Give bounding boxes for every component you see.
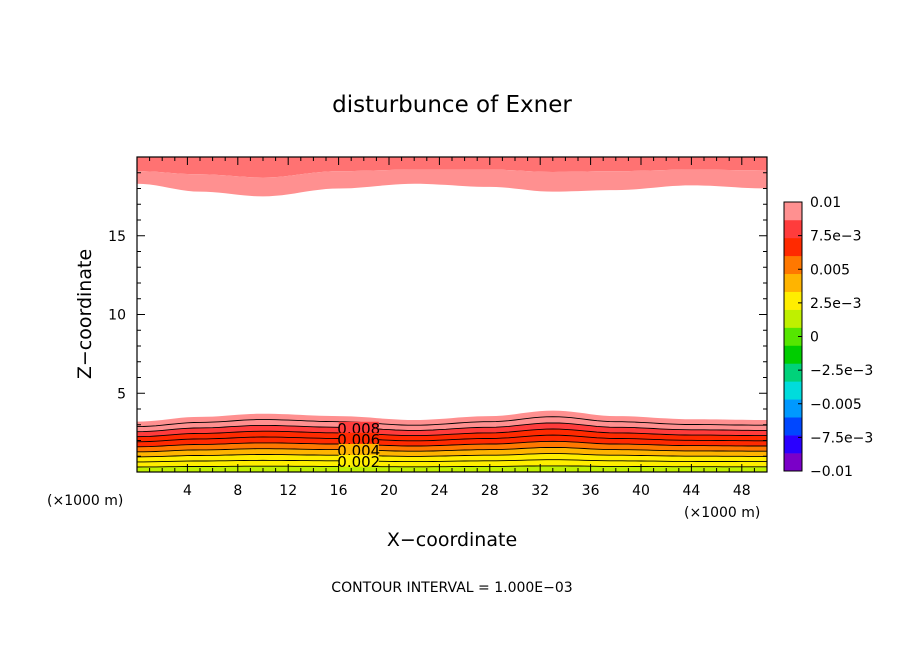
- x-unit-left-label: (×1000 m): [47, 493, 123, 509]
- colorbar-segment: [784, 291, 802, 310]
- contour-interval-note: CONTOUR INTERVAL = 1.000E−03: [331, 580, 572, 596]
- colorbar-segment: [784, 453, 802, 472]
- x-tick-label: 12: [279, 483, 297, 499]
- colorbar-segment: [784, 273, 802, 292]
- x-tick-label: 24: [430, 483, 448, 499]
- x-unit-right-label: (×1000 m): [684, 505, 760, 521]
- colorbar-segment: [784, 381, 802, 400]
- contour-line: [137, 446, 767, 453]
- colorbar-tick-label: −2.5e−3: [810, 363, 873, 379]
- colorbar-segment: [784, 202, 802, 221]
- colorbar-tick-label: −7.5e−3: [810, 430, 873, 446]
- upper-band-inner-fill: [137, 169, 767, 197]
- colorbar-segment: [784, 327, 802, 346]
- contour-line: [136, 453, 767, 458]
- x-tick-label: 36: [582, 483, 600, 499]
- x-tick-label: 20: [380, 483, 398, 499]
- colorbar-tick-label: 0: [810, 330, 819, 346]
- contour-line: [136, 416, 767, 428]
- x-axis-label: X−coordinate: [387, 529, 517, 551]
- y-tick-label: 5: [117, 386, 126, 402]
- y-tick-label: 15: [108, 229, 126, 245]
- colorbar-tick-label: −0.005: [810, 397, 862, 413]
- contour-label-bg: [338, 432, 379, 445]
- colorbar-segment: [784, 309, 802, 328]
- colorbar-tick-label: 2.5e−3: [810, 296, 862, 312]
- x-tick-label: 16: [330, 483, 348, 499]
- colorbar-segment: [784, 255, 802, 275]
- contour-line: [136, 428, 767, 438]
- y-axis-ticks: 5 10 15: [108, 172, 767, 457]
- contour-line: [136, 434, 767, 443]
- colorbar-tick-label: −0.01: [810, 464, 853, 480]
- contour-label-bg: [338, 443, 379, 456]
- chart-title: disturbunce of Exner: [332, 92, 572, 118]
- x-tick-label: 40: [632, 483, 650, 499]
- x-tick-label: 8: [233, 483, 242, 499]
- x-tick-label: 28: [481, 483, 499, 499]
- contour-line: [137, 459, 767, 463]
- colorbar: 0.01 7.5e−3 0.005 2.5e−3 0 −2.5e−3 −0.005 −7.5e…: [783, 195, 873, 480]
- contour-line: [136, 465, 767, 468]
- colorbar-segment: [784, 237, 802, 257]
- x-axis-ticks: 4 8 12 16 20 24 28 32 36 40 44 48: [149, 157, 755, 499]
- y-axis-label: Z−coordinate: [74, 249, 96, 379]
- contour-label-bg: [338, 421, 379, 434]
- x-tick-label: 44: [682, 483, 700, 499]
- colorbar-tick-label: 7.5e−3: [810, 229, 862, 245]
- colorbar-tick-label: 0.005: [810, 262, 850, 278]
- contour-label: 0.002: [337, 453, 380, 471]
- colorbar-segment: [784, 345, 802, 364]
- contour-line: [136, 440, 767, 448]
- colorbar-segment: [784, 219, 802, 239]
- x-tick-label: 48: [733, 483, 751, 499]
- colorbar-segment: [784, 399, 802, 418]
- upper-band-outer-fill: [137, 157, 767, 178]
- contour-line: [136, 422, 767, 433]
- colorbar-tick-label: 0.01: [810, 195, 841, 211]
- colorbar-segment: [784, 435, 802, 454]
- y-tick-label: 10: [108, 308, 126, 324]
- x-tick-label: 4: [183, 483, 192, 499]
- x-tick-label: 32: [531, 483, 549, 499]
- colorbar-segment: [784, 417, 802, 436]
- contour-label-bg: [338, 454, 379, 467]
- colorbar-segment: [784, 363, 802, 382]
